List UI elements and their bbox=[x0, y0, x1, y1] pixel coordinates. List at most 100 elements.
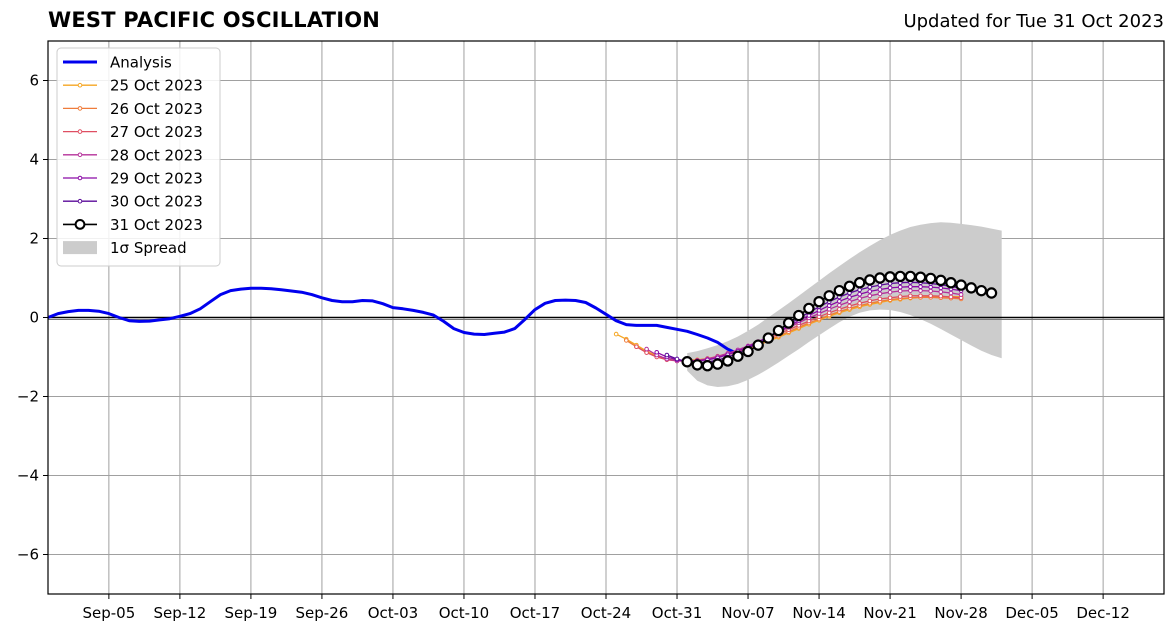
x-tick-label: Sep-26 bbox=[296, 604, 349, 622]
forecast-point bbox=[877, 296, 883, 302]
legend-label: 26 Oct 2023 bbox=[110, 100, 203, 118]
forecast-point bbox=[837, 299, 842, 304]
legend-box bbox=[56, 47, 221, 267]
forecast-point bbox=[762, 332, 775, 344]
x-tick-label: Sep-05 bbox=[82, 604, 135, 622]
legend-item: 25 Oct 2023 bbox=[63, 77, 203, 95]
forecast-point bbox=[857, 287, 862, 293]
forecast-point bbox=[613, 331, 619, 337]
forecast-point bbox=[843, 280, 856, 292]
forecast-point bbox=[674, 356, 680, 362]
forecast-point bbox=[803, 302, 815, 315]
forecast-point bbox=[857, 300, 862, 306]
forecast-point bbox=[894, 270, 906, 283]
forecast-point bbox=[904, 270, 917, 283]
forecast-point bbox=[965, 282, 977, 294]
forecast-point bbox=[914, 271, 927, 283]
forecast-point bbox=[732, 350, 744, 362]
forecast-point bbox=[867, 293, 873, 299]
forecast-point bbox=[887, 289, 893, 295]
legend-item: 27 Oct 2023 bbox=[63, 123, 203, 141]
x-tick-label: Nov-14 bbox=[792, 604, 845, 622]
legend-item: 28 Oct 2023 bbox=[63, 146, 203, 164]
forecast-point bbox=[884, 271, 896, 283]
forecast-point bbox=[877, 287, 883, 292]
legend-swatch bbox=[63, 241, 97, 255]
forecast-point bbox=[847, 299, 852, 305]
forecast-point bbox=[985, 287, 998, 299]
forecast-point bbox=[877, 291, 883, 297]
forecast-point bbox=[691, 359, 704, 371]
forecast-point bbox=[928, 293, 933, 299]
forecast-series bbox=[613, 270, 998, 372]
spread-area bbox=[687, 222, 1002, 387]
legend-label: 27 Oct 2023 bbox=[110, 123, 203, 141]
x-tick-label: Oct-17 bbox=[510, 604, 560, 622]
legend-item: 1σ Spread bbox=[63, 239, 187, 257]
forecast-point bbox=[857, 291, 862, 297]
analysis-series bbox=[47, 286, 739, 356]
forecast-point bbox=[681, 356, 693, 368]
legend: Analysis 25 Oct 2023 26 Oct 2023 27 Oct 202… bbox=[56, 47, 221, 267]
forecast-point bbox=[722, 355, 734, 367]
x-tick-label: Oct-03 bbox=[368, 604, 418, 622]
legend-label: 1σ Spread bbox=[110, 239, 187, 257]
forecast-point bbox=[857, 296, 862, 301]
x-tick-label: Dec-12 bbox=[1076, 604, 1130, 622]
forecast-point bbox=[847, 303, 852, 309]
forecast-point bbox=[853, 277, 866, 289]
forecast-point bbox=[908, 284, 913, 289]
forecast-point bbox=[897, 294, 903, 299]
forecast-point bbox=[924, 272, 937, 285]
forecast-point bbox=[945, 277, 957, 289]
spread-band bbox=[687, 222, 1002, 387]
legend-label: 28 Oct 2023 bbox=[110, 146, 203, 164]
legend-label: Analysis bbox=[110, 54, 172, 72]
y-tick-label: −2 bbox=[17, 388, 39, 406]
x-tick-label: Nov-28 bbox=[934, 604, 987, 622]
forecast-series-7 bbox=[681, 270, 998, 372]
legend-label: 30 Oct 2023 bbox=[110, 193, 203, 211]
x-tick-label: Dec-05 bbox=[1005, 604, 1059, 622]
legend-marker bbox=[77, 82, 83, 88]
forecast-point bbox=[837, 302, 842, 308]
y-tick-label: 6 bbox=[29, 72, 39, 90]
y-tick-label: 4 bbox=[29, 151, 39, 169]
forecast-point bbox=[908, 288, 913, 293]
forecast-point bbox=[918, 284, 923, 289]
forecast-point bbox=[782, 317, 795, 329]
legend-item: 31 Oct 2023 bbox=[63, 216, 203, 234]
forecast-point bbox=[867, 284, 873, 290]
x-tick-label: Sep-12 bbox=[154, 604, 207, 622]
forecast-point bbox=[874, 272, 886, 284]
forecast-point bbox=[975, 284, 988, 297]
legend-item: 30 Oct 2023 bbox=[63, 193, 203, 211]
x-tick-label: Oct-31 bbox=[652, 604, 702, 622]
legend-marker bbox=[77, 175, 83, 181]
legend-item: Analysis bbox=[63, 54, 172, 72]
forecast-point bbox=[772, 324, 785, 337]
forecast-point bbox=[948, 290, 954, 296]
forecast-point bbox=[958, 292, 964, 297]
forecast-point bbox=[644, 346, 649, 352]
y-tick-label: 2 bbox=[29, 230, 39, 248]
forecast-point bbox=[664, 352, 670, 358]
forecast-point bbox=[867, 289, 873, 294]
legend-item: 26 Oct 2023 bbox=[63, 100, 203, 118]
forecast-point bbox=[847, 295, 852, 300]
legend-marker bbox=[74, 219, 86, 230]
legend-item: 29 Oct 2023 bbox=[63, 170, 203, 188]
forecast-point bbox=[928, 288, 933, 294]
x-tick-label: Nov-21 bbox=[863, 604, 916, 622]
forecast-point bbox=[897, 288, 903, 294]
forecast-point bbox=[813, 296, 825, 308]
forecast-point bbox=[908, 293, 913, 299]
forecast-point bbox=[864, 274, 876, 286]
legend-marker bbox=[77, 106, 83, 111]
legend-label: 31 Oct 2023 bbox=[110, 216, 203, 234]
forecast-point bbox=[793, 309, 805, 322]
forecast-point bbox=[867, 298, 873, 304]
x-tick-label: Sep-19 bbox=[225, 604, 278, 622]
forecast-point bbox=[711, 358, 724, 370]
